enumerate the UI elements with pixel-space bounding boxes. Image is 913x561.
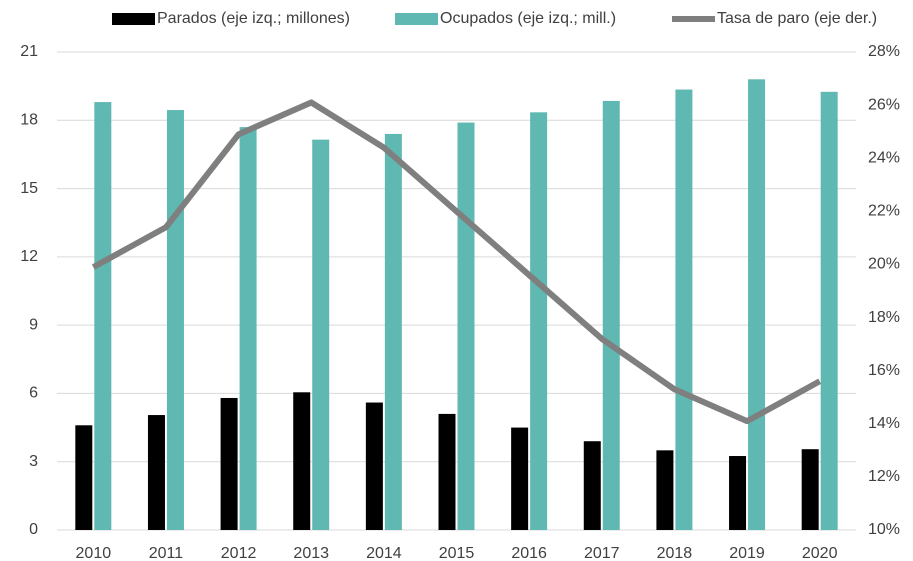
y-tick-label: 6 xyxy=(29,385,38,402)
x-tick-label: 2017 xyxy=(584,545,620,561)
bar xyxy=(656,450,674,530)
y2-tick-label: 20% xyxy=(868,256,900,273)
x-tick-label: 2010 xyxy=(76,545,112,561)
bar xyxy=(820,91,838,530)
y2-tick-label: 28% xyxy=(868,43,900,60)
y2-tick-label: 12% xyxy=(868,468,900,485)
x-tick-label: 2011 xyxy=(149,545,184,561)
x-tick-label: 2016 xyxy=(511,545,547,561)
bar xyxy=(166,110,184,531)
y2-tick-label: 24% xyxy=(868,149,900,166)
bar xyxy=(583,441,601,530)
legend-label: Parados (eje izq.; millones) xyxy=(157,10,350,27)
bar xyxy=(75,425,93,530)
bar xyxy=(312,139,330,530)
bar xyxy=(147,415,165,530)
y2-tick-label: 18% xyxy=(868,309,900,326)
x-tick-label: 2014 xyxy=(366,545,402,561)
bar xyxy=(94,102,112,531)
bar xyxy=(457,122,475,531)
bar xyxy=(293,392,311,530)
y-tick-label: 0 xyxy=(29,521,38,538)
bar xyxy=(748,79,766,531)
y2-tick-label: 26% xyxy=(868,96,900,113)
y2-tick-label: 22% xyxy=(868,203,900,220)
bar xyxy=(384,133,402,530)
y-tick-label: 15 xyxy=(20,180,38,197)
x-tick-label: 2013 xyxy=(293,545,329,561)
bar xyxy=(365,402,383,530)
y-tick-label: 18 xyxy=(20,112,38,129)
y-tick-label: 3 xyxy=(29,453,38,470)
legend-swatch xyxy=(112,13,155,25)
bar xyxy=(675,89,693,531)
line xyxy=(91,99,822,425)
x-tick-label: 2019 xyxy=(729,545,765,561)
y2-tick-label: 16% xyxy=(868,362,900,379)
legend-label: Ocupados (eje izq.; mill.) xyxy=(440,10,616,27)
bar xyxy=(729,456,747,530)
x-tick-label: 2015 xyxy=(439,545,475,561)
bar xyxy=(530,112,548,531)
y-tick-label: 12 xyxy=(20,248,38,265)
bar xyxy=(220,397,238,530)
bar xyxy=(602,100,620,530)
x-tick-label: 2020 xyxy=(802,545,838,561)
x-tick-label: 2012 xyxy=(221,545,257,561)
bar xyxy=(511,427,529,530)
bar xyxy=(801,449,819,530)
legend-swatch xyxy=(395,13,438,25)
y2-tick-label: 10% xyxy=(868,521,900,538)
bar xyxy=(239,127,257,530)
y-tick-label: 21 xyxy=(20,43,38,60)
y2-tick-label: 14% xyxy=(868,415,900,432)
x-tick-label: 2018 xyxy=(657,545,693,561)
legend-label: Tasa de paro (eje der.) xyxy=(717,10,877,27)
y-tick-label: 9 xyxy=(29,316,38,333)
bar xyxy=(438,413,456,530)
